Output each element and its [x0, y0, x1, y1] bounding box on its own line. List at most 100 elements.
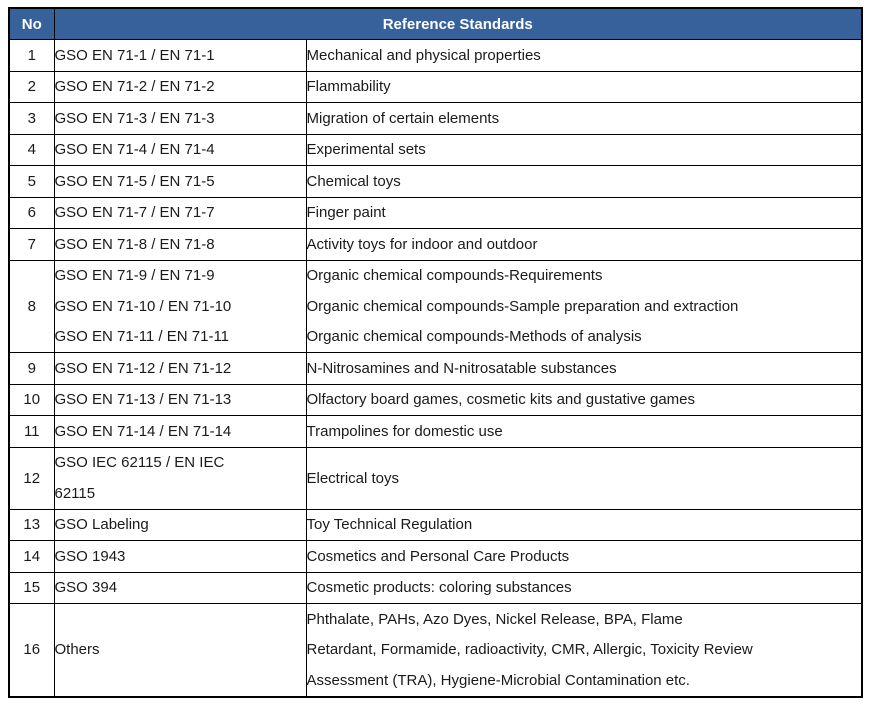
standard-line: GSO EN 71-2 / EN 71-2 — [54, 78, 215, 96]
description-cell: Flammability — [305, 70, 863, 103]
row-number: 7 — [27, 235, 36, 253]
no-cell: 4 — [8, 133, 55, 166]
no-cell: 10 — [8, 383, 55, 416]
no-cell: 7 — [8, 228, 55, 261]
header-row: No Reference Standards — [8, 7, 863, 40]
no-cell: 13 — [8, 508, 55, 541]
table-row: 10 GSO EN 71-13 / EN 71-13 Olfactory board… — [8, 383, 863, 416]
description-line: Flammability — [306, 78, 391, 96]
standard-line: GSO Labeling — [54, 516, 149, 534]
description-line: Assessment (TRA), Hygiene-Microbial Cont… — [306, 671, 690, 689]
table-row: 13 GSO Labeling Toy Technical Regulation — [8, 508, 863, 541]
standard-cell: GSO EN 71-8 / EN 71-8 — [53, 228, 307, 261]
description-cell: Olfactory board games, cosmetic kits and… — [305, 383, 863, 416]
standard-cell-inner: GSO EN 71-13 / EN 71-13 — [55, 385, 306, 416]
standard-cell: GSO EN 71-7 / EN 71-7 — [53, 196, 307, 229]
description-cell: Electrical toys — [305, 446, 863, 510]
row-number: 10 — [23, 391, 41, 409]
row-number: 13 — [23, 516, 41, 534]
standard-line: GSO EN 71-12 / EN 71-12 — [54, 359, 232, 377]
row-number: 12 — [23, 469, 41, 487]
standard-cell-inner: GSO EN 71-1 / EN 71-1 — [55, 40, 306, 71]
row-number: 5 — [27, 172, 36, 190]
no-cell: 8 — [8, 259, 55, 353]
description-line: Retardant, Formamide, radioactivity, CMR… — [306, 641, 753, 659]
description-line: Organic chemical compounds-Methods of an… — [306, 328, 642, 346]
row-number: 15 — [23, 579, 41, 597]
standard-line: GSO EN 71-5 / EN 71-5 — [54, 172, 215, 190]
standard-cell-inner: GSO EN 71-7 / EN 71-7 — [55, 198, 306, 229]
description-cell: Phthalate, PAHs, Azo Dyes, Nickel Releas… — [305, 603, 863, 697]
table-row: 14 GSO 1943 Cosmetics and Personal Care Pr… — [8, 540, 863, 573]
table-row: 9 GSO EN 71-12 / EN 71-12 N-Nitrosamines a… — [8, 352, 863, 385]
reference-standards-table: No Reference Standards 1 GSO EN 71-1 / EN… — [8, 7, 863, 698]
description-line: Experimental sets — [306, 141, 426, 159]
standard-line: GSO EN 71-3 / EN 71-3 — [54, 109, 215, 127]
table-row: 1 GSO EN 71-1 / EN 71-1 Mechanical and phy… — [8, 39, 863, 72]
standard-cell-inner: Others — [55, 641, 306, 658]
description-cell-inner: Organic chemical compounds-Requirements O… — [307, 261, 862, 353]
description-cell-inner: Finger paint — [307, 198, 862, 229]
standard-cell-inner: GSO EN 71-8 / EN 71-8 — [55, 229, 306, 260]
standard-cell: GSO EN 71-14 / EN 71-14 — [53, 415, 307, 448]
table-row: 8 GSO EN 71-9 / EN 71-9 GSO EN 71-10 / EN … — [8, 259, 863, 353]
description-cell-inner: Activity toys for indoor and outdoor — [307, 229, 862, 260]
standard-cell-inner: GSO EN 71-12 / EN 71-12 — [55, 353, 306, 384]
description-cell: N-Nitrosamines and N-nitrosatable substa… — [305, 352, 863, 385]
no-cell: 16 — [8, 603, 55, 697]
standard-cell: GSO EN 71-1 / EN 71-1 — [53, 39, 307, 72]
description-cell: Trampolines for domestic use — [305, 415, 863, 448]
table-row: 3 GSO EN 71-3 / EN 71-3 Migration of certa… — [8, 102, 863, 135]
description-cell: Organic chemical compounds-Requirements O… — [305, 259, 863, 353]
description-line: Finger paint — [306, 204, 386, 222]
row-number: 6 — [27, 204, 36, 222]
description-cell-inner: Migration of certain elements — [307, 103, 862, 134]
standard-line: GSO EN 71-11 / EN 71-11 — [54, 328, 230, 346]
row-number: 11 — [23, 422, 40, 440]
standard-line: GSO EN 71-7 / EN 71-7 — [54, 204, 215, 222]
no-cell: 6 — [8, 196, 55, 229]
standard-cell: GSO 394 — [53, 571, 307, 604]
standard-cell: GSO EN 71-13 / EN 71-13 — [53, 383, 307, 416]
standard-cell: GSO EN 71-2 / EN 71-2 — [53, 70, 307, 103]
table-header: No Reference Standards — [8, 7, 863, 40]
description-cell-inner: Cosmetic products: coloring substances — [307, 573, 862, 604]
no-cell: 9 — [8, 352, 55, 385]
standard-cell: Others — [53, 603, 307, 697]
standard-line: GSO EN 71-9 / EN 71-9 — [54, 267, 215, 285]
description-cell: Cosmetics and Personal Care Products — [305, 540, 863, 573]
row-number: 8 — [27, 297, 36, 315]
table-row: 6 GSO EN 71-7 / EN 71-7 Finger paint — [8, 196, 863, 229]
description-line: Cosmetics and Personal Care Products — [306, 547, 570, 565]
description-line: Organic chemical compounds-Requirements — [306, 267, 603, 285]
standard-line: GSO 1943 — [54, 547, 126, 565]
table-row: 12 GSO IEC 62115 / EN IEC 62115 Electrical … — [8, 446, 863, 510]
description-line: Cosmetic products: coloring substances — [306, 579, 572, 597]
standard-cell-inner: GSO Labeling — [55, 510, 306, 541]
table-row: 2 GSO EN 71-2 / EN 71-2 Flammability — [8, 70, 863, 103]
table-row: 7 GSO EN 71-8 / EN 71-8 Activity toys for … — [8, 228, 863, 261]
description-cell: Chemical toys — [305, 165, 863, 198]
standard-cell: GSO EN 71-3 / EN 71-3 — [53, 102, 307, 135]
standard-line: GSO EN 71-13 / EN 71-13 — [54, 391, 232, 409]
standard-line: GSO IEC 62115 / EN IEC — [54, 454, 225, 472]
standard-line: GSO EN 71-4 / EN 71-4 — [54, 141, 215, 159]
table-row: 11 GSO EN 71-14 / EN 71-14 Trampolines for… — [8, 415, 863, 448]
description-cell-inner: Electrical toys — [307, 470, 862, 487]
description-cell-inner: Experimental sets — [307, 135, 862, 166]
no-cell: 2 — [8, 70, 55, 103]
row-number: 14 — [23, 547, 41, 565]
description-line: Mechanical and physical properties — [306, 46, 541, 64]
description-line: Phthalate, PAHs, Azo Dyes, Nickel Releas… — [306, 610, 683, 628]
no-cell: 1 — [8, 39, 55, 72]
standard-cell: GSO IEC 62115 / EN IEC 62115 — [53, 446, 307, 510]
row-number: 16 — [23, 641, 41, 659]
description-cell: Toy Technical Regulation — [305, 508, 863, 541]
description-cell-inner: Phthalate, PAHs, Azo Dyes, Nickel Releas… — [307, 604, 862, 696]
description-line: Organic chemical compounds-Sample prepar… — [306, 297, 739, 315]
description-cell: Cosmetic products: coloring substances — [305, 571, 863, 604]
standard-line: GSO EN 71-8 / EN 71-8 — [54, 235, 215, 253]
description-line: Olfactory board games, cosmetic kits and… — [306, 391, 696, 409]
table-row: 5 GSO EN 71-5 / EN 71-5 Chemical toys — [8, 165, 863, 198]
